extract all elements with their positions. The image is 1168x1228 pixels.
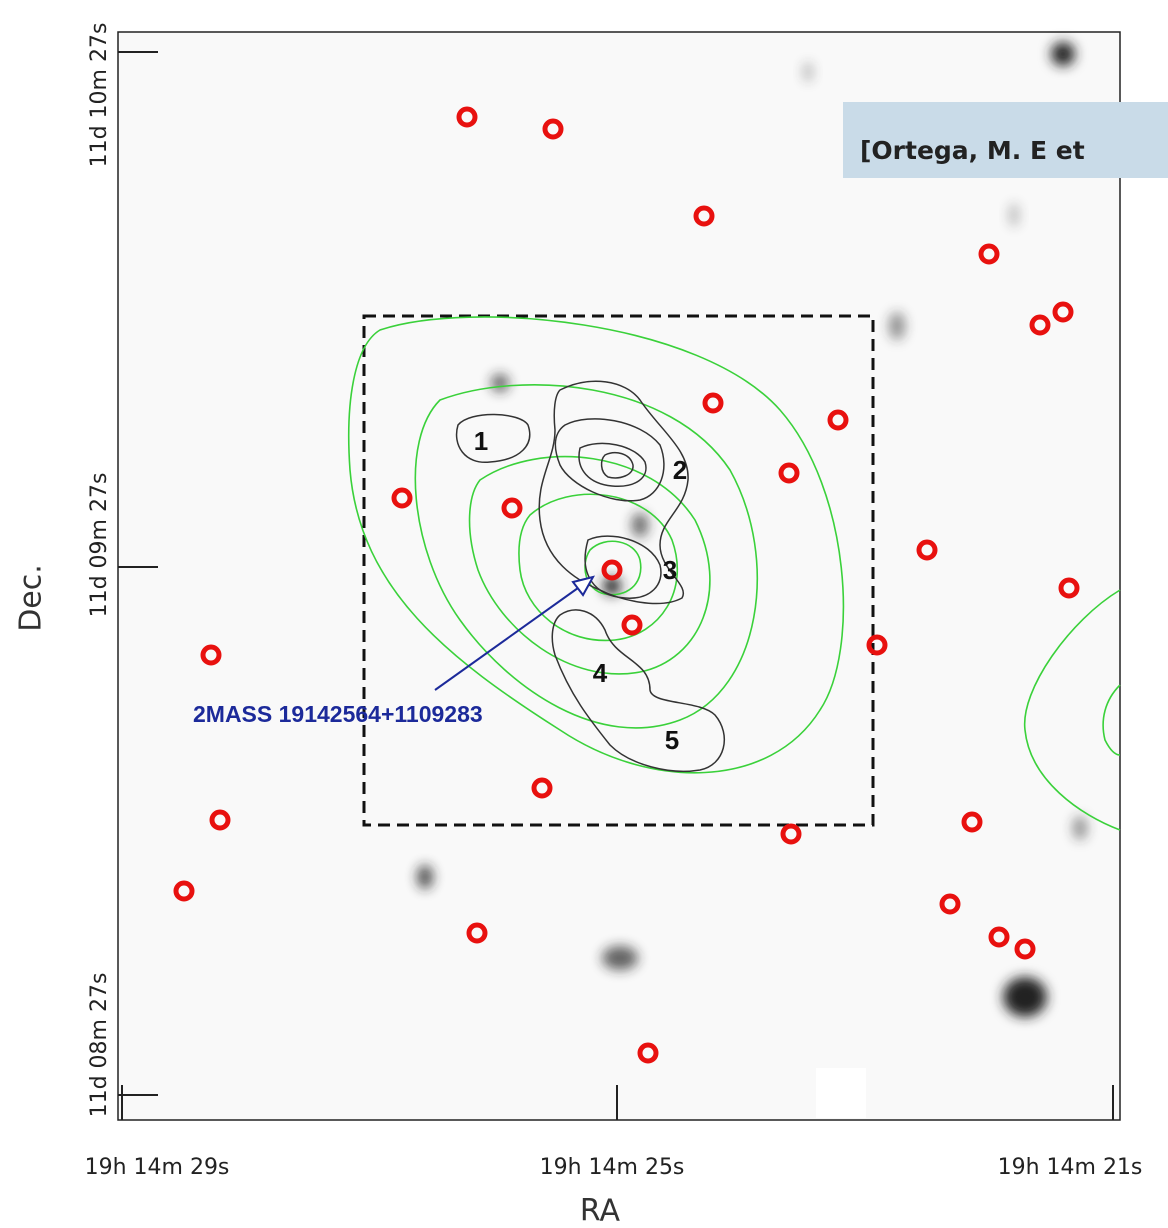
x-axis-label: RA: [580, 1194, 621, 1228]
y-tick-label: 11d 10m 27s: [87, 23, 112, 168]
x-tick-label: 19h 14m 25s: [540, 1155, 685, 1180]
region-label: 5: [665, 725, 679, 755]
x-tick-label: 19h 14m 29s: [85, 1155, 230, 1180]
y-axis-label: Dec.: [14, 564, 49, 632]
figure: 1 2 3 4 5 2MASS 19142564+1109283 19h 14m…: [0, 0, 1168, 1228]
region-label: 2: [673, 455, 687, 485]
y-tick-label: 11d 09m 27s: [87, 473, 112, 618]
y-tick-label: 11d 08m 27s: [87, 973, 112, 1118]
page: 1 2 3 4 5 2MASS 19142564+1109283 19h 14m…: [0, 0, 1168, 1228]
region-label: 3: [663, 555, 677, 585]
region-label: 1: [474, 426, 488, 456]
blank-patch: [816, 1068, 866, 1118]
banner-text: [Ortega, M. E et: [860, 136, 1085, 165]
region-label: 4: [593, 658, 608, 688]
annotation: 2MASS 19142564+1109283: [193, 701, 483, 727]
x-tick-label: 19h 14m 21s: [998, 1155, 1143, 1180]
